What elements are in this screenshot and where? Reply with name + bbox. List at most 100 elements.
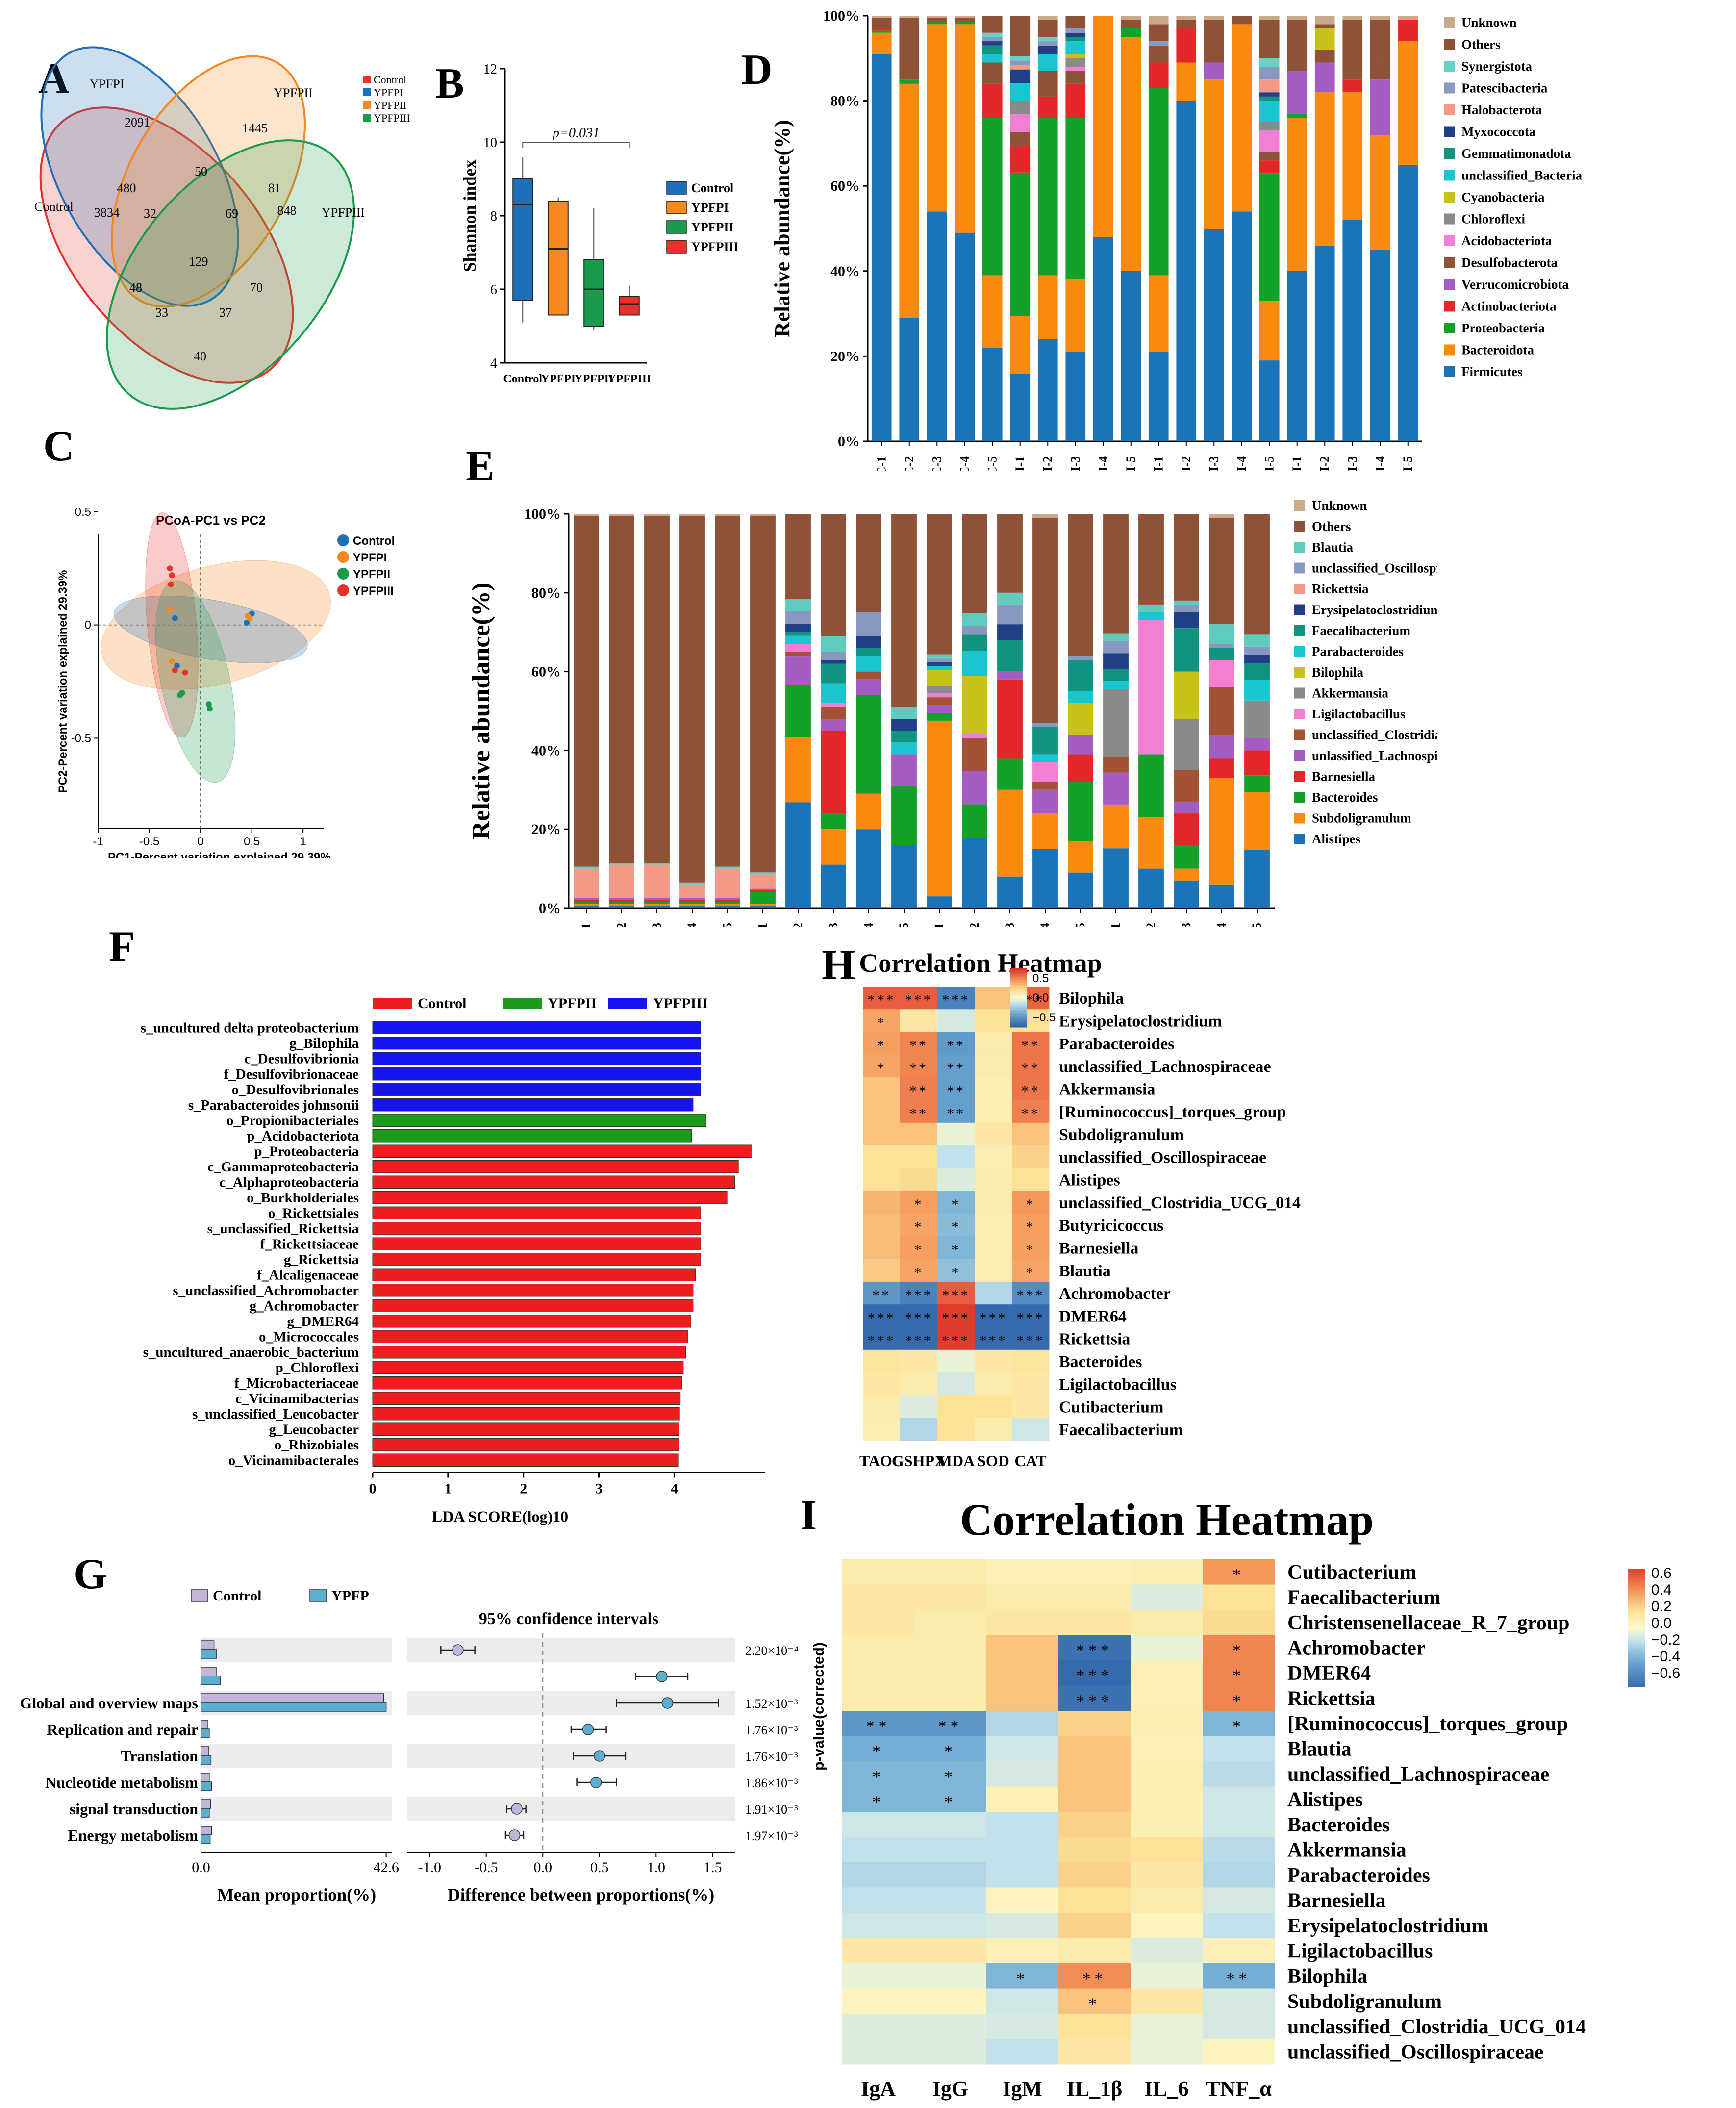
bar-segment [715,514,740,516]
bar-segment [785,656,811,685]
bar-segment [785,644,811,652]
bar-segment [899,318,920,441]
significance-star: ** [909,1106,928,1122]
taxon-label: p_Proteobacteria [254,1144,359,1160]
bar-segment [1010,316,1031,374]
colorbar-segment [1628,1591,1645,1593]
colorbar-segment [1010,983,1027,985]
bar-segment [574,866,599,869]
venn-legend-label: YPFPI [374,86,403,99]
heatmap-cell [900,1145,938,1168]
colorbar-segment [1010,976,1027,978]
panel-label-g: G [74,1550,107,1598]
heatmap-cell [1058,1812,1131,1837]
heatmap-cell [1012,1214,1050,1237]
venn-legend-swatch-ypfpi [363,88,371,96]
lda-bar [372,1376,682,1390]
heatmap-cell [975,1077,1012,1100]
heatmap-cell [975,987,1012,1010]
significance-star: * [914,1219,924,1235]
heatmap-cell [914,1584,987,1610]
heatmap-cell [863,1191,901,1214]
bar-segment [1121,37,1141,271]
heatmap-cell [1012,1032,1050,1055]
taxon-label: s_uncultured_anaerobic_bacterium [143,1345,359,1360]
bar-segment [856,612,881,636]
box-body [512,178,533,301]
bar-segment [962,676,987,734]
bar-segment [574,514,599,516]
row-label: unclassified_Oscillospiraceae [1287,2041,1544,2063]
colorbar-segment [1628,1585,1645,1587]
significance-star: *** [905,1310,933,1326]
legend-swatch [1294,521,1305,532]
colorbar-segment [1628,1653,1645,1656]
venn-diagram: YPFPI YPFPII Control YPFPIII 2091 1445 5… [34,46,410,410]
bar-segment [1065,54,1086,58]
legend-label: Unknown [1461,15,1517,30]
taxon-label: c_Vicinamibacterias [235,1391,359,1407]
y-tick-label: 4 [490,356,497,371]
legend-swatch [1444,192,1455,203]
bar-segment [750,872,776,875]
heatmap-cell [937,1009,975,1033]
heatmap-cell [937,1100,975,1123]
bar-segment [997,624,1023,640]
bar-segment [785,632,811,636]
bar-segment [1244,738,1270,751]
bar-segment [1037,275,1058,339]
x-tick-label: 0.0 [192,1859,210,1876]
bar-segment [982,16,1003,33]
bar-segment [1314,50,1335,63]
bar-segment [679,882,705,885]
bar-segment [715,906,740,908]
row-label: unclassified_Clostridia_UCG_014 [1059,1194,1301,1212]
bar-segment [1176,62,1197,101]
colorbar-segment [1628,1636,1645,1638]
colorbar-segment [1628,1593,1645,1595]
bar-segment [856,695,881,794]
heatmap-cell [937,1191,975,1214]
p-value: 1.52×10⁻³ [745,1697,798,1711]
heatmap-cell [1012,1418,1050,1441]
legend-swatch [1294,604,1305,615]
bar-segment [899,16,920,18]
x-tick-label: III-4 [1214,923,1229,927]
bar-segment [821,731,846,814]
bar-segment [1259,20,1280,58]
bar-segment [1314,62,1335,93]
colorbar-segment [1628,1571,1645,1574]
bar-segment [1068,872,1093,908]
lda-bar [372,1330,688,1343]
taxon-label: f_Rickettsiaceae [260,1237,359,1252]
significance-star: * [952,1196,961,1213]
colorbar-segment [1010,995,1027,997]
venn-legend-swatch-control [363,76,371,83]
significance-star: *** [980,1333,1007,1349]
venn-set-label-ypfpi: YPFPI [90,77,125,91]
heatmap-cell [842,1862,915,1888]
heatmap-cell [1203,1837,1275,1863]
y-tick-label: 60% [531,664,561,680]
column-label: CAT [1014,1452,1046,1470]
row-label: Subdoligranulum [1059,1126,1184,1144]
legend-swatch [373,998,412,1009]
heatmap-cell [863,1122,901,1146]
taxon-label: g_Rickettsia [284,1252,359,1268]
heatmap-cell [900,1191,938,1214]
heatmap-cell [1012,1304,1050,1327]
bar-segment [1314,245,1335,441]
bar-segment [1148,24,1169,42]
significance-star: *** [1076,1641,1113,1659]
bar-segment [927,666,952,670]
bar-segment [891,719,917,731]
x-tick-label: II-5 [1262,456,1276,471]
heatmap-cell [1012,1191,1050,1214]
heatmap-cell [863,1032,901,1055]
bar-segment [1209,624,1234,644]
legend-swatch [1294,687,1305,699]
taxon-label: p_Chloroflexi [276,1360,359,1376]
heatmap-cell [863,1009,901,1033]
bar-segment [1037,45,1058,54]
